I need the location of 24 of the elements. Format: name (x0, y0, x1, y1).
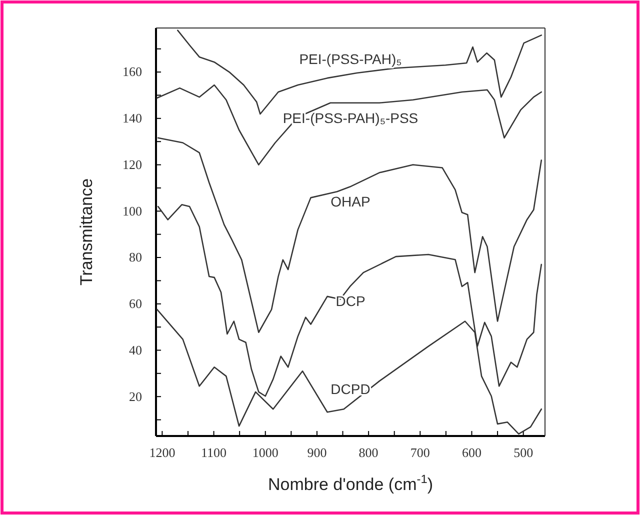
x-tick-label: 900 (307, 445, 327, 460)
y-tick-label: 160 (122, 64, 142, 80)
x-tick-label: 500 (514, 445, 534, 460)
x-tick-label: 1000 (252, 445, 278, 460)
y-tick-label: 80 (129, 250, 142, 265)
x-tick-label: 800 (358, 445, 378, 460)
x-tick-label: 600 (462, 445, 482, 460)
y-tick-label: 20 (129, 388, 142, 404)
y-tick-label: 120 (122, 156, 142, 172)
x-tick-label: 1200 (149, 445, 176, 460)
y-tick-label: 40 (129, 342, 142, 358)
series-label: OHAP (330, 193, 370, 210)
series-label: PEI-(PSS-PAH)₅ (299, 50, 402, 67)
y-tick-label: 140 (122, 110, 142, 126)
y-tick-label: 60 (129, 296, 142, 312)
x-axis-title: Nombre d'onde (cm$^{-1}$) (268, 472, 433, 494)
x-tick-label: 1100 (201, 445, 227, 460)
series-label: DCPD (330, 380, 370, 397)
series-label: DCP (336, 292, 366, 309)
line-series (157, 137, 542, 334)
y-tick-label: 100 (122, 203, 142, 218)
line-series (156, 84, 542, 166)
x-tick-label: 700 (410, 445, 430, 460)
y-axis-title: Transmittance (77, 178, 96, 286)
